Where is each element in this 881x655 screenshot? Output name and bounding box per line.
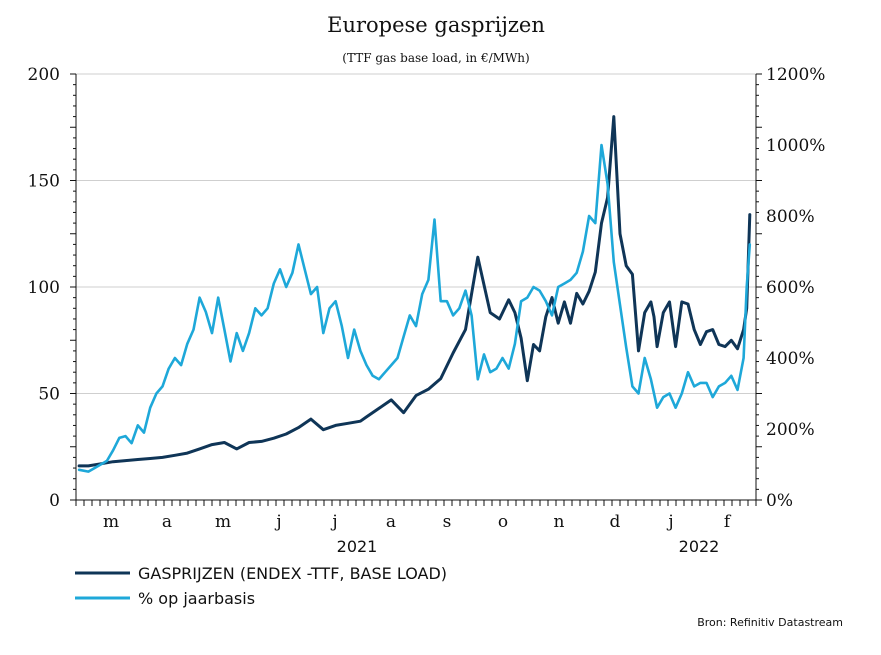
- labels-layer: 0 50 100 150 200 0% 200% 400% 600% 800% 1000% 1200%…: [28, 65, 826, 556]
- right-tick-label: 200%: [766, 420, 815, 440]
- month-tick-label: a: [386, 512, 396, 532]
- left-tick-label: 50: [38, 385, 60, 405]
- month-tick-label: f: [724, 512, 732, 532]
- axis-layer: [70, 73, 762, 506]
- month-tick-label: s: [443, 512, 452, 532]
- month-tick-label: d: [610, 512, 621, 532]
- month-tick-label: o: [498, 512, 508, 532]
- source-label: Bron: Refinitiv Datastream: [697, 616, 843, 629]
- legend-label-gasprijzen: GASPRIJZEN (ENDEX -TTF, BASE LOAD): [138, 564, 447, 583]
- month-tick-label: m: [103, 512, 119, 532]
- chart-title: Europese gasprijzen: [327, 13, 545, 37]
- right-tick-label: 1200%: [766, 65, 825, 85]
- chart-subtitle: (TTF gas base load, in €/MWh): [342, 51, 529, 65]
- right-tick-label: 600%: [766, 278, 815, 298]
- right-tick-label: 0%: [766, 491, 793, 511]
- right-tick-label: 800%: [766, 207, 815, 227]
- series-layer: [77, 115, 752, 473]
- series-line-0: [77, 115, 752, 468]
- grid-layer: [76, 73, 756, 394]
- left-tick-label: 150: [28, 172, 60, 192]
- year-tick-label: 2022: [679, 537, 720, 556]
- right-tick-label: 1000%: [766, 136, 825, 156]
- month-tick-label: m: [215, 512, 231, 532]
- month-tick-label: j: [666, 512, 673, 532]
- month-tick-label: j: [274, 512, 281, 532]
- year-tick-label: 2021: [337, 537, 378, 556]
- series-line-1: [77, 143, 752, 473]
- legend-label-jaarbasis: % op jaarbasis: [138, 589, 255, 608]
- left-tick-label: 100: [28, 278, 60, 298]
- legend: GASPRIJZEN (ENDEX -TTF, BASE LOAD) % op …: [75, 564, 447, 608]
- left-tick-label: 0: [49, 491, 60, 511]
- month-tick-label: n: [554, 512, 565, 532]
- right-tick-label: 400%: [766, 349, 815, 369]
- month-tick-label: j: [330, 512, 337, 532]
- month-tick-label: a: [162, 512, 172, 532]
- left-tick-label: 200: [28, 65, 60, 85]
